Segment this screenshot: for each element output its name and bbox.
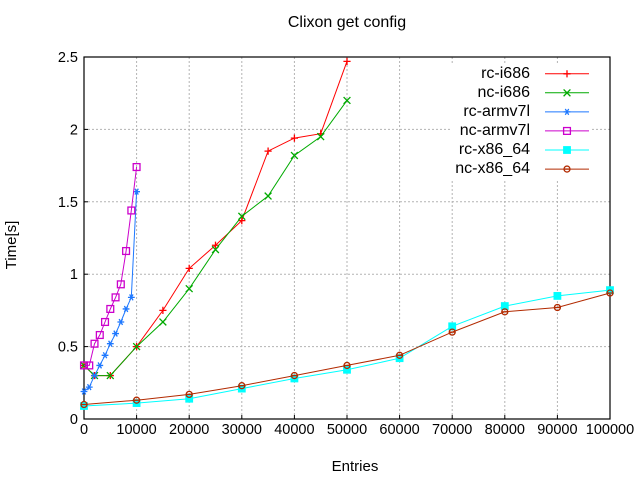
svg-text:1.5: 1.5 [58, 195, 78, 211]
svg-text:40000: 40000 [274, 422, 314, 438]
svg-text:80000: 80000 [485, 422, 525, 438]
svg-text:nc-x86_64: nc-x86_64 [455, 160, 530, 177]
svg-text:rc-x86_64: rc-x86_64 [459, 141, 530, 158]
svg-text:nc-i686: nc-i686 [478, 84, 531, 101]
svg-text:nc-armv7l: nc-armv7l [460, 122, 530, 139]
svg-text:2.5: 2.5 [58, 50, 78, 66]
svg-text:Clixon get config: Clixon get config [288, 14, 406, 31]
svg-text:1: 1 [70, 267, 78, 283]
svg-text:70000: 70000 [432, 422, 472, 438]
svg-text:0: 0 [70, 412, 78, 428]
svg-text:Time[s]: Time[s] [3, 221, 20, 270]
svg-text:10000: 10000 [116, 422, 156, 438]
svg-text:90000: 90000 [537, 422, 577, 438]
svg-text:rc-i686: rc-i686 [481, 65, 530, 82]
svg-text:50000: 50000 [327, 422, 367, 438]
svg-text:30000: 30000 [222, 422, 262, 438]
svg-text:Entries: Entries [332, 458, 379, 475]
svg-text:20000: 20000 [169, 422, 209, 438]
svg-text:0: 0 [80, 422, 88, 438]
svg-text:0.5: 0.5 [58, 340, 78, 356]
svg-text:rc-armv7l: rc-armv7l [463, 103, 530, 120]
svg-text:2: 2 [70, 122, 78, 138]
svg-text:60000: 60000 [379, 422, 419, 438]
svg-text:100000: 100000 [586, 422, 634, 438]
